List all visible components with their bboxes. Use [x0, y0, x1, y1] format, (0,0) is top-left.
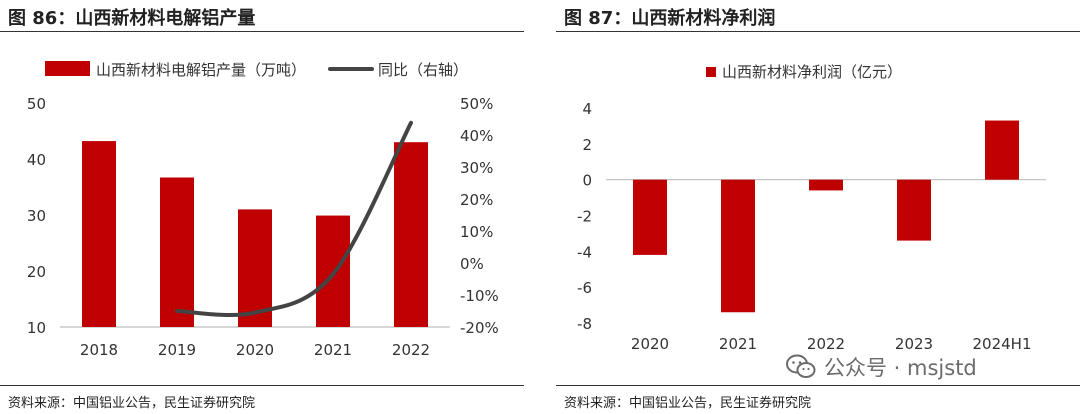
left-y2-tick-label: 0%: [460, 255, 484, 273]
left-y-tick-label: 20: [27, 263, 46, 281]
left-yoy-line: [175, 120, 413, 317]
right-bar-2022: [809, 179, 843, 191]
left-x-tick-label: 2020: [236, 341, 274, 359]
left-y-tick-label: 10: [27, 319, 46, 337]
left-x-tick-label: 2019: [158, 341, 196, 359]
left-bottom-rule: [0, 385, 524, 386]
left-legend-bar-swatch: [45, 61, 90, 76]
right-figure-panel: 图 87：山西新材料净利润 -8 -6 -4 -2 0 2 4 2020 2021 2022 202…: [556, 0, 1080, 414]
left-bar-2020: [238, 209, 272, 327]
left-y2-tick-label: -20%: [460, 319, 499, 337]
left-y2-tick-label: 10%: [460, 223, 493, 241]
right-bar-2021: [721, 179, 755, 313]
left-legend-line-label: 同比（右轴）: [378, 61, 468, 79]
right-y-tick-label: -8: [577, 315, 592, 333]
right-bar-2024H1: [985, 120, 1019, 180]
left-y2-tick-label: 20%: [460, 191, 493, 209]
left-chart-line: [175, 120, 413, 317]
left-y2-tick-label: 30%: [460, 159, 493, 177]
right-y-tick-label: -2: [577, 208, 592, 226]
left-figure-title: 图 86：山西新材料电解铝产量: [8, 8, 256, 29]
right-y-tick-label: -6: [577, 279, 592, 297]
right-chart-bars: [633, 120, 1019, 313]
left-legend-bar-label: 山西新材料电解铝产量（万吨）: [96, 61, 306, 79]
left-source-note: 资料来源：中国铝业公告，民生证券研究院: [8, 396, 256, 411]
right-x-tick-label: 2020: [631, 335, 669, 353]
right-y-tick-label: -4: [577, 243, 592, 261]
left-y2-tick-label: 40%: [460, 127, 493, 145]
watermark-text: 公众号 · msjstd: [824, 356, 977, 380]
left-bar-2022: [394, 142, 428, 327]
left-x-tick-label: 2022: [392, 341, 430, 359]
right-chart-legend: 山西新材料净利润（亿元）: [706, 63, 902, 81]
right-x-tick-label: 2021: [719, 335, 757, 353]
left-y-tick-label: 40: [27, 151, 46, 169]
right-y-tick-label: 2: [582, 136, 592, 154]
watermark: 公众号 · msjstd: [786, 352, 977, 382]
right-legend-label: 山西新材料净利润（亿元）: [722, 63, 902, 81]
left-bar-2019: [160, 177, 194, 327]
right-x-tick-label: 2024H1: [973, 335, 1032, 353]
wechat-icon: [786, 354, 816, 378]
left-y-tick-label: 50: [27, 95, 46, 113]
right-bar-2023: [897, 179, 931, 241]
left-y2-tick-label: -10%: [460, 287, 499, 305]
left-x-tick-label: 2021: [314, 341, 352, 359]
left-chart-legend: 山西新材料电解铝产量（万吨） 同比（右轴）: [45, 61, 468, 79]
right-top-rule: [556, 31, 1080, 32]
left-x-tick-label: 2018: [80, 341, 118, 359]
right-figure-title: 图 87：山西新材料净利润: [564, 8, 776, 29]
right-chart: -8 -6 -4 -2 0 2 4 2020 2021 2022 2023 2024H1 山西新材料净…: [577, 63, 1046, 353]
left-chart-bars: [82, 141, 428, 327]
right-legend-swatch: [706, 67, 716, 77]
right-chart-ticks: -8 -6 -4 -2 0 2 4 2020 2021 2022 2023 2024H1: [577, 100, 1031, 353]
right-bar-2020: [633, 179, 667, 255]
left-chart-ticks: 10 20 30 40 50 -20% -10% 0% 10% 20% 30% 40% 50% 2018 2…: [27, 95, 499, 359]
right-y-tick-label: 0: [582, 172, 592, 190]
left-top-rule: [0, 31, 524, 32]
right-bottom-rule: [556, 385, 1080, 386]
left-y-tick-label: 30: [27, 207, 46, 225]
right-y-tick-label: 4: [582, 100, 592, 118]
left-y2-tick-label: 50%: [460, 95, 493, 113]
right-x-tick-label: 2023: [895, 335, 933, 353]
left-figure-panel: 图 86：山西新材料电解铝产量 10 20 30 40 50 -20% -10% 0% 10% 2…: [0, 0, 524, 414]
left-chart: 10 20 30 40 50 -20% -10% 0% 10% 20% 30% 40% 50% 2018 2…: [27, 61, 499, 359]
right-source-note: 资料来源：中国铝业公告，民生证券研究院: [564, 396, 812, 411]
right-x-tick-label: 2022: [807, 335, 845, 353]
left-bar-2018: [82, 141, 116, 327]
